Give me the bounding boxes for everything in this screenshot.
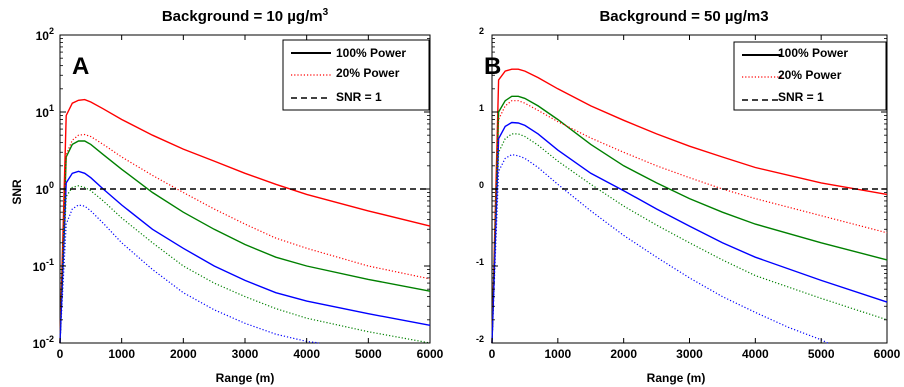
y-tick-label-a-3: 10-1 [33, 257, 54, 274]
x-tick-label-a-6: 6000 [417, 347, 444, 361]
y-tick-label-a-2: 100 [36, 180, 54, 197]
legend-box-b [733, 41, 887, 111]
panel-label-b: B [484, 53, 501, 80]
x-tick-label-a-3: 3000 [232, 347, 259, 361]
y-tick-label-b-2: 0 [479, 180, 484, 190]
panel-label-a: A [72, 53, 89, 80]
series-line-b-0 [491, 68, 888, 344]
x-tick-label-b-4: 4000 [742, 347, 769, 361]
y-tick-label-b-4: -2 [476, 334, 484, 344]
y-tick-label-b-3: -1 [476, 257, 484, 267]
y-tick-label-a-0: 102 [36, 26, 54, 43]
x-tick-label-a-2: 2000 [170, 347, 197, 361]
series-line-b-2 [491, 121, 888, 344]
y-tick-label-a-1: 101 [36, 103, 54, 120]
x-tick-label-b-0: 0 [489, 347, 496, 361]
series-line-a-3 [59, 133, 431, 344]
chart-title-a: Background = 10 µg/m3 [162, 7, 329, 25]
x-tick-label-a-0: 0 [57, 347, 64, 361]
plot-area-b: 0 1000 2000 3000 4000 5000 6000 2 1 0 -1 -2 [476, 26, 901, 361]
legend-b-entry-3: SNR = 1 [778, 90, 824, 104]
x-tick-label-a-5: 5000 [355, 347, 382, 361]
x-axis-label-b: Range (m) [647, 371, 706, 385]
y-tick-label-a-4: 10-2 [33, 334, 54, 351]
chart-title-b: Background = 50 µg/m3 [599, 8, 768, 25]
x-axis-label-a: Range (m) [216, 371, 275, 385]
legend-b-entry-2: 20% Power [778, 68, 842, 82]
x-tick-label-a-1: 1000 [108, 347, 135, 361]
legend-b-entry-1: 100% Power [778, 46, 848, 60]
series-line-a-1 [59, 140, 431, 344]
series-line-a-4 [59, 185, 431, 344]
series-line-b-4 [491, 133, 888, 344]
series-line-a-5 [59, 204, 320, 344]
x-tick-label-b-6: 6000 [874, 347, 901, 361]
y-tick-label-b-0: 2 [479, 26, 484, 36]
series-line-b-5 [491, 153, 829, 344]
series-line-b-1 [491, 95, 888, 344]
y-axis-label-a: SNR [10, 179, 24, 205]
legend-a-entry-2: 20% Power [336, 66, 400, 80]
x-tick-label-b-1: 1000 [544, 347, 571, 361]
x-tick-label-a-4: 4000 [293, 347, 320, 361]
x-tick-label-b-3: 3000 [676, 347, 703, 361]
legend-a-entry-1: 100% Power [336, 46, 406, 60]
x-tick-label-b-2: 2000 [610, 347, 637, 361]
plot-area-a: 0 1000 2000 3000 4000 5000 6000 102 101 100 10-1 10… [33, 26, 444, 361]
y-tick-label-b-1: 1 [479, 103, 484, 113]
series-line-a-2 [59, 170, 431, 344]
series-line-b-3 [491, 100, 888, 344]
legend-a-entry-3: SNR = 1 [336, 90, 382, 104]
x-tick-label-b-5: 5000 [808, 347, 835, 361]
